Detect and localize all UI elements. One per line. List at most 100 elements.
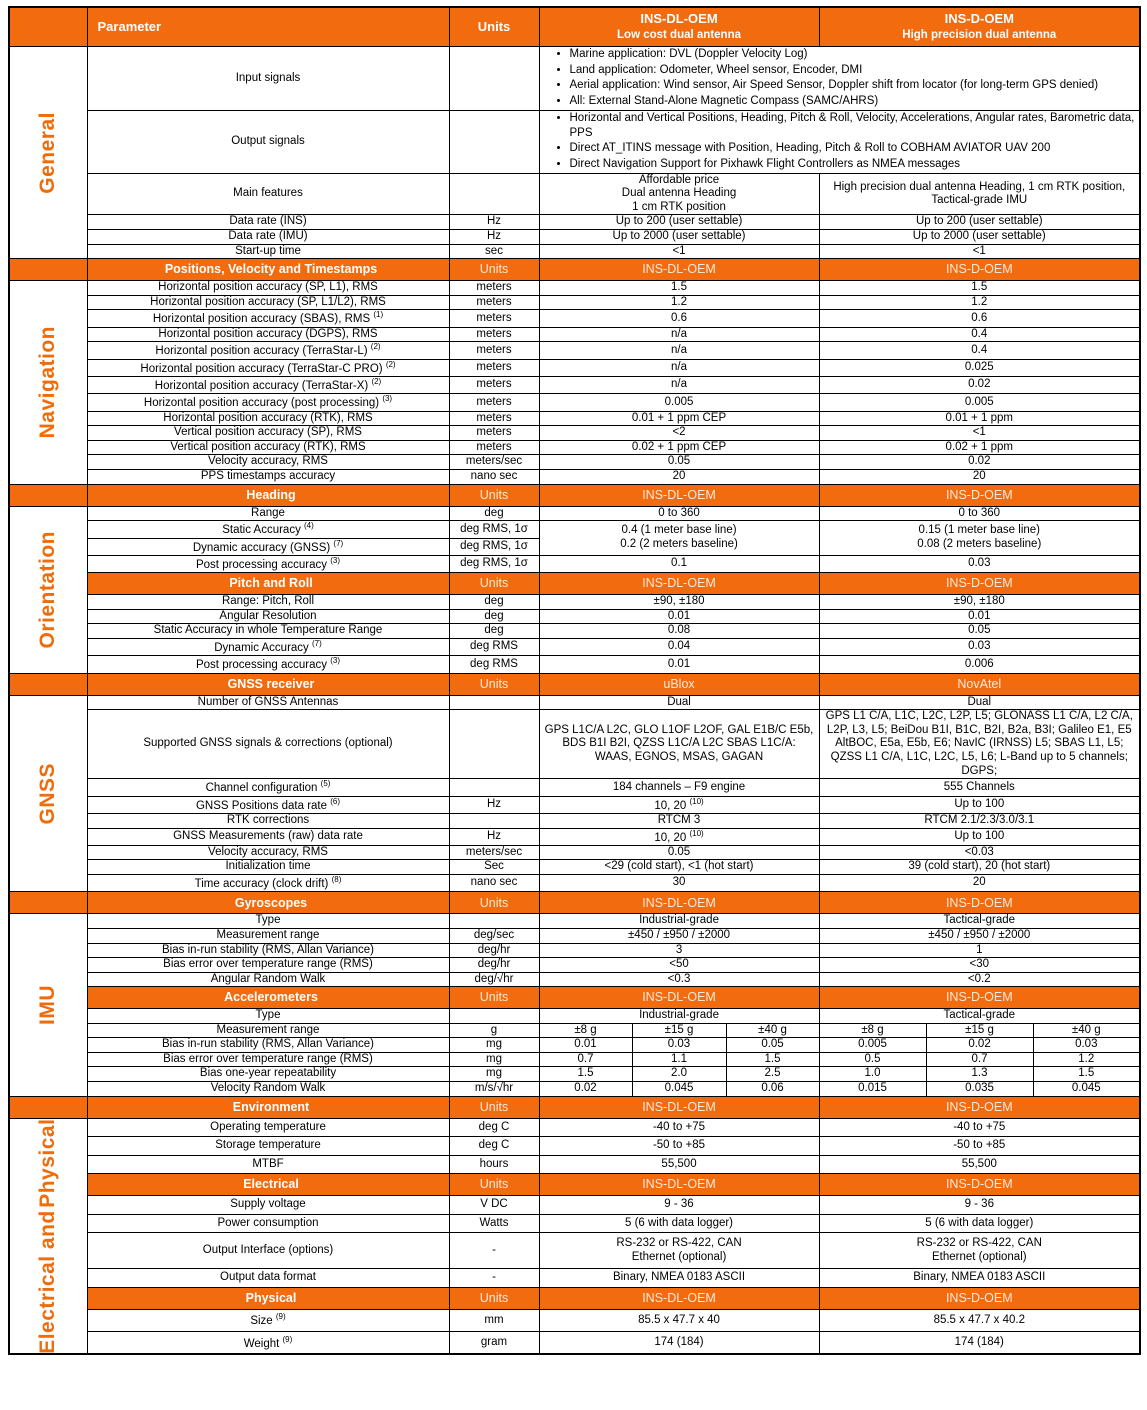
row-value-a: Industrial-grade xyxy=(538,913,820,929)
row-value-a: 0.01 + 1 ppm CEP xyxy=(538,410,820,427)
row-value-b: ±450 / ±950 / ±2000 xyxy=(818,927,1141,944)
bullet-item: All: External Stand-Alone Magnetic Compa… xyxy=(570,94,1136,109)
row-value-b: RTCM 2.1/2.3/3.0/3.1 xyxy=(818,812,1141,829)
row-value-a: RS-232 or RS-422, CAN Ethernet (optional) xyxy=(538,1232,820,1270)
row-value-b: 0.025 xyxy=(818,358,1141,377)
row-units: nano sec xyxy=(448,874,540,893)
row-units: meters xyxy=(448,280,540,296)
row-units xyxy=(448,913,540,929)
table-row: Range: Pitch, Roll deg ±90, ±180 ±90, ±180 xyxy=(9,594,1141,610)
row-parameter-label: Measurement range xyxy=(86,927,450,944)
row-parameter-label: Data rate (INS) xyxy=(86,214,450,230)
row-value-b: 0.6 xyxy=(818,309,1141,328)
table-row: Static Accuracy (4) deg RMS, 1σ 0.4 (1 met… xyxy=(9,520,1141,556)
table-row: Horizontal position accuracy (TerraStar-… xyxy=(9,375,1141,395)
row-parameter-label: GNSS Measurements (raw) data rate xyxy=(86,827,450,846)
section-vertical-label: Electrical and Physical xyxy=(35,1118,59,1354)
row-parameter-label: Dynamic accuracy (GNSS) (7) xyxy=(86,537,450,556)
row-value-b1: 0.015 xyxy=(818,1081,927,1097)
row-units: deg C xyxy=(448,1117,540,1138)
row-parameter-label: Bias error over temperature range (RMS) xyxy=(86,957,450,973)
row-value-a: ±450 / ±950 / ±2000 xyxy=(538,927,820,944)
row-value-b: 20 xyxy=(818,874,1141,893)
row-value-a: 184 channels – F9 engine xyxy=(538,778,820,797)
section-band-side xyxy=(8,483,88,507)
row-value-a: n/a xyxy=(538,358,820,377)
row-value-a: 0.01 xyxy=(538,655,820,674)
table-row: PPS timestamps accuracy nano sec 20 20 xyxy=(9,469,1141,485)
section-band-orientation: Heading Units INS-DL-OEM INS-D-OEM xyxy=(8,483,1141,507)
table-row: Output Interface (options) - RS-232 or RS-… xyxy=(9,1232,1141,1270)
table-row: Velocity accuracy, RMS meters/sec 0.05 0.02 xyxy=(9,454,1141,471)
row-parameter-label: Storage temperature xyxy=(86,1136,450,1156)
row-value-b: 1.2 xyxy=(818,294,1141,311)
row-value-a: 0.6 xyxy=(538,309,820,328)
row-value-b: Binary, NMEA 0183 ASCII xyxy=(818,1268,1141,1288)
row-parameter-label: Bias in-run stability (RMS, Allan Varian… xyxy=(86,1037,450,1053)
header-units: Units xyxy=(448,6,540,47)
row-value-b: ±90, ±180 xyxy=(818,594,1141,610)
row-units: deg/√hr xyxy=(448,971,540,988)
row-value-a1: 0.01 xyxy=(538,1037,633,1053)
header-product-ins-d-oem: INS-D-OEM High precision dual antenna xyxy=(818,6,1141,47)
row-parameter-label: Post processing accuracy (3) xyxy=(86,655,450,674)
section-band-product-b: INS-D-OEM xyxy=(818,258,1141,282)
row-value-b: 0.01 + 1 ppm xyxy=(818,410,1141,427)
row-value-b3: 0.03 xyxy=(1032,1037,1141,1053)
row-value-a: Industrial-grade xyxy=(538,1008,820,1024)
section-subband-imu-2: Accelerometers Units INS-DL-OEM INS-D-OEM xyxy=(9,986,1141,1010)
section-band-product-a: INS-DL-OEM xyxy=(538,986,820,1010)
row-value-a: n/a xyxy=(538,326,820,343)
row-value-a: 10, 20 (10) xyxy=(538,827,820,846)
table-row: Measurement range deg/sec ±450 / ±950 / ±2… xyxy=(9,927,1141,944)
row-parameter-label: GNSS Positions data rate (6) xyxy=(86,795,450,814)
row-value-b: 0.02 xyxy=(818,454,1141,471)
table-row: Vertical position accuracy (RTK), RMS met… xyxy=(9,439,1141,456)
table-row: Horizontal position accuracy (TerraStar-… xyxy=(9,341,1141,360)
row-value-a3: 2.5 xyxy=(725,1066,820,1083)
row-value-b: Up to 2000 (user settable) xyxy=(818,229,1141,245)
table-row: Output data format - Binary, NMEA 0183 ASC… xyxy=(9,1268,1141,1288)
row-parameter-label: Channel configuration (5) xyxy=(86,778,450,797)
row-value-a: RTCM 3 xyxy=(538,812,820,829)
row-units: Hz xyxy=(448,795,540,814)
row-value-b: <0.2 xyxy=(818,971,1141,988)
section-band-product-b: INS-D-OEM xyxy=(818,891,1141,915)
row-value-b: 0.006 xyxy=(818,655,1141,674)
row-value-b: 0.02 xyxy=(818,375,1141,395)
row-value-b3: 1.5 xyxy=(1032,1066,1141,1083)
row-units: - xyxy=(448,1268,540,1288)
row-value-b: 0.01 xyxy=(818,608,1141,625)
section-band-product-a: INS-DL-OEM xyxy=(538,1173,820,1197)
bullet-item: Direct AT_ITINS message with Position, H… xyxy=(570,141,1136,156)
row-units: mg xyxy=(448,1066,540,1083)
row-value-a2: ±15 g xyxy=(631,1022,727,1039)
section-band-title: Heading xyxy=(86,483,450,507)
row-units: meters xyxy=(448,326,540,343)
row-value-b: High precision dual antenna Heading, 1 c… xyxy=(818,172,1141,216)
section-band-product-a: INS-DL-OEM xyxy=(538,572,820,596)
row-parameter-label: MTBF xyxy=(86,1154,450,1175)
row-value-b3: 0.045 xyxy=(1032,1081,1141,1097)
row-value-b1: ±8 g xyxy=(818,1022,927,1039)
section-side-orientation: Orientation xyxy=(8,505,88,674)
section-band-product-a: INS-DL-OEM xyxy=(538,258,820,282)
bullet-item: Marine application: DVL (Doppler Velocit… xyxy=(570,47,1136,61)
row-parameter-label: Velocity accuracy, RMS xyxy=(86,454,450,471)
row-value-a: 5 (6 with data logger) xyxy=(538,1213,820,1234)
section-band-title: GNSS receiver xyxy=(86,672,450,696)
row-value-b: 9 - 36 xyxy=(818,1195,1141,1215)
table-row: Dynamic Accuracy (7) deg RMS 0.04 0.03 xyxy=(9,637,1141,657)
row-value-a: 0.005 xyxy=(538,393,820,412)
section-band-product-b: INS-D-OEM xyxy=(818,572,1141,596)
section-band-imu: Gyroscopes Units INS-DL-OEM INS-D-OEM xyxy=(8,891,1141,915)
section-band-product-a: INS-DL-OEM xyxy=(538,1286,820,1310)
row-value-a: GPS L1C/A L2C, GLO L1OF L2OF, GAL E1B/C … xyxy=(538,709,820,780)
row-value-a3: 0.06 xyxy=(725,1081,820,1097)
row-units: meters xyxy=(448,410,540,427)
section-subband-orientation-2: Pitch and Roll Units INS-DL-OEM INS-D-OEM xyxy=(9,572,1141,596)
row-parameter-label: Horizontal position accuracy (DGPS), RMS xyxy=(86,326,450,343)
row-parameter-label: Angular Resolution xyxy=(86,608,450,625)
section-band-units: Units xyxy=(448,1095,540,1119)
table-row: Dynamic accuracy (GNSS) (7) deg RMS, 1σ xyxy=(9,537,1140,556)
